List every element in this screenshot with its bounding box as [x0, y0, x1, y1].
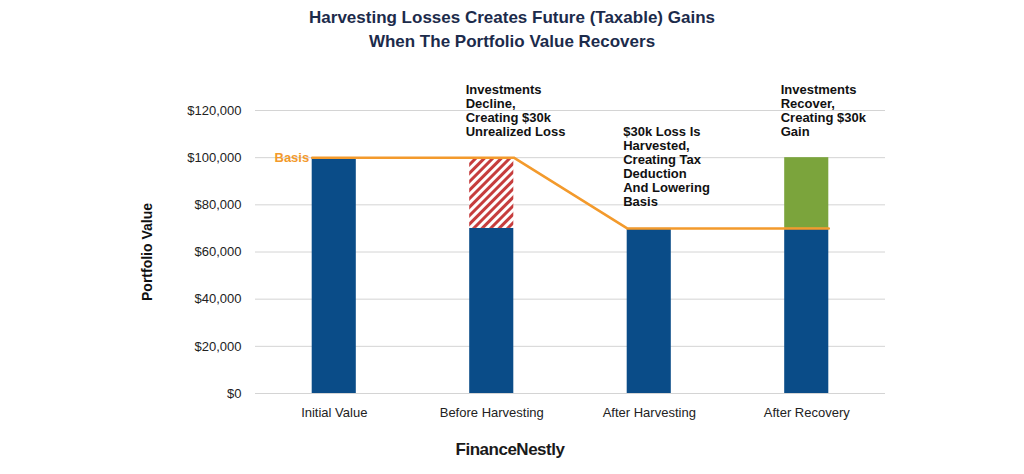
svg-text:Before Harvesting: Before Harvesting [440, 405, 544, 420]
svg-text:$100,000: $100,000 [187, 150, 241, 165]
html-text:Harvesting Losses Creates Futu: Harvesting Losses Creates Future (Taxabl… [309, 8, 715, 51]
svg-text:$40,000: $40,000 [195, 291, 242, 306]
svg-text:$30k Loss IsHarvested,Creating: $30k Loss IsHarvested,Creating TaxDeduct… [623, 124, 710, 209]
svg-text:$120,000: $120,000 [187, 103, 241, 118]
html-text:FinanceNestly: FinanceNestly [455, 440, 565, 459]
svg-text:Portfolio Value: Portfolio Value [139, 203, 155, 301]
svg-text:$20,000: $20,000 [195, 338, 242, 353]
svg-text:After Harvesting: After Harvesting [603, 405, 696, 420]
svg-text:Basis: Basis [274, 150, 309, 165]
svg-text:InvestmentsDecline,Creating $3: InvestmentsDecline,Creating $30kUnrealiz… [466, 82, 566, 139]
svg-text:$0: $0 [227, 386, 241, 401]
svg-text:Initial Value: Initial Value [301, 405, 367, 420]
svg-text:$80,000: $80,000 [195, 197, 242, 212]
svg-text:$60,000: $60,000 [195, 244, 242, 259]
svg-text:After Recovery: After Recovery [764, 405, 850, 420]
svg-text:InvestmentsRecover,Creating $3: InvestmentsRecover,Creating $30kGain [781, 82, 867, 139]
